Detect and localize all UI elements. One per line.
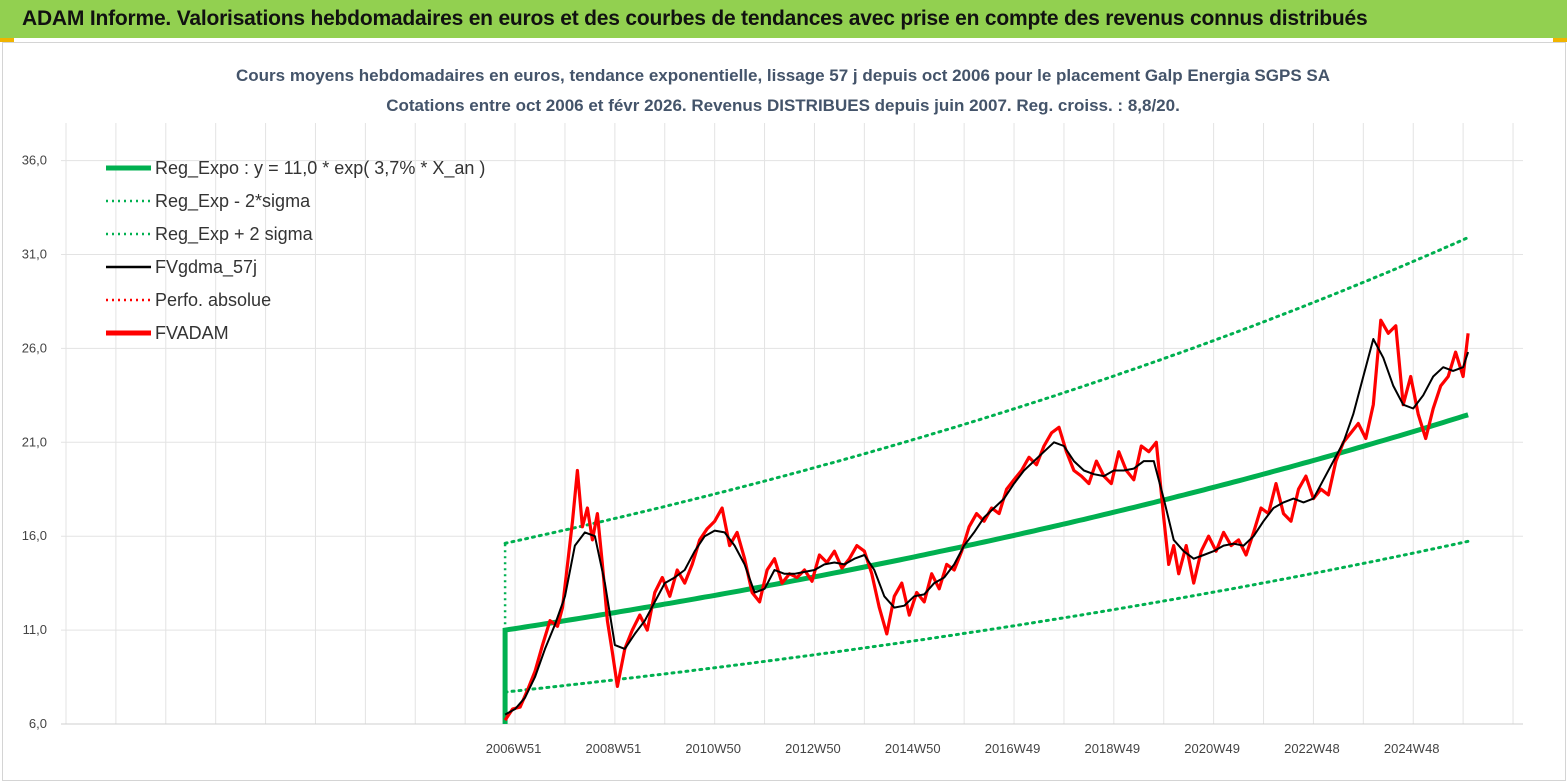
legend-label: Perfo. absolue (155, 290, 271, 310)
x-tick-label: 2014W50 (885, 741, 941, 756)
series-fvgdma-57j (504, 338, 1470, 716)
x-tick-label: 2008W51 (586, 741, 642, 756)
x-tick-label: 2020W49 (1184, 741, 1240, 756)
series-fvadam (503, 318, 1470, 722)
x-tick-label: 2016W49 (985, 741, 1041, 756)
y-tick-label: 36,0 (22, 153, 47, 168)
legend-label: FVADAM (155, 323, 229, 343)
page-title: ADAM Informe. Valorisations hebdomadaire… (22, 7, 1368, 30)
series-reg-exp-plus-2sigma (503, 236, 1470, 545)
y-tick-label: 21,0 (22, 434, 47, 449)
y-tick-label: 6,0 (29, 716, 47, 731)
x-tick-label: 2024W48 (1384, 741, 1440, 756)
corner-marker-right (1553, 38, 1567, 42)
y-tick-label: 11,0 (23, 622, 47, 637)
y-tick-label: 31,0 (22, 246, 47, 261)
y-axis: 6,0 11,0 16,0 21,0 26,0 31,0 36,0 (22, 153, 47, 731)
x-tick-label: 2012W50 (785, 741, 841, 756)
page-header: ADAM Informe. Valorisations hebdomadaire… (0, 0, 1567, 38)
series-reg-exp-minus-2sigma (503, 539, 1470, 694)
legend-label: Reg_Exp + 2 sigma (155, 224, 314, 245)
series-reg-expo (502, 412, 1469, 725)
legend-label: Reg_Exp - 2*sigma (155, 191, 311, 212)
legend-label: Reg_Expo : y = 11,0 * exp( 3,7% * X_an ) (155, 158, 485, 179)
x-tick-label: 2018W49 (1085, 741, 1141, 756)
chart-legend: Reg_Expo : y = 11,0 * exp( 3,7% * X_an )… (106, 158, 485, 343)
corner-marker-left (0, 38, 14, 42)
x-tick-label: 2010W50 (685, 741, 741, 756)
x-tick-label: 2022W48 (1284, 741, 1340, 756)
y-tick-label: 16,0 (22, 528, 47, 543)
legend-label: FVgdma_57j (155, 257, 257, 278)
chart-title-line-1: Cours moyens hebdomadaires en euros, ten… (236, 66, 1330, 85)
x-tick-label: 2006W51 (486, 741, 542, 756)
chart-title-line-2: Cotations entre oct 2006 et févr 2026. R… (386, 96, 1180, 115)
x-axis: 2006W51 2008W51 2010W50 2012W50 2014W50 2016W… (486, 741, 1440, 756)
chart-grid (61, 123, 1523, 725)
chart-series (502, 236, 1470, 725)
y-tick-label: 26,0 (22, 340, 47, 355)
chart-area: Cours moyens hebdomadaires en euros, ten… (2, 42, 1566, 781)
chart-svg: Cours moyens hebdomadaires en euros, ten… (22, 66, 1523, 756)
